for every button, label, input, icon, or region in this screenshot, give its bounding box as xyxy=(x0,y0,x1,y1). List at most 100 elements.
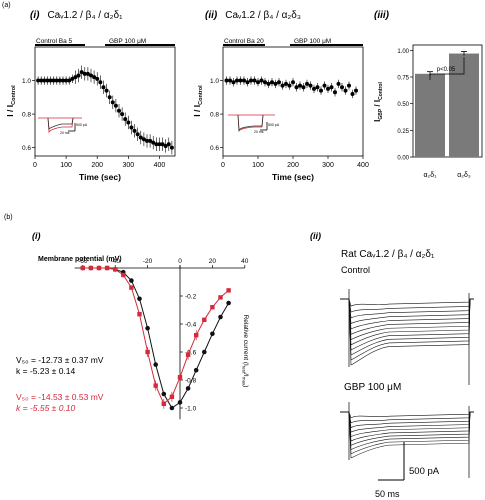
b1-point-red xyxy=(218,295,223,300)
a3-significance-label: p<0.05 xyxy=(437,67,456,73)
a2-data-point xyxy=(298,83,302,88)
a1-y-tick-label: 0.6 xyxy=(22,145,31,152)
time-course-plot-a2: Control Ba 20 GBP 100 μM 0 100 200 300 400 0.… xyxy=(192,38,369,182)
a3-y-tick-label: 1.00 xyxy=(397,49,409,55)
a1-y-axis-label: I / IControl xyxy=(5,85,17,117)
a1-data-point xyxy=(48,78,53,83)
a1-data-point xyxy=(138,135,143,140)
a2-plot-frame xyxy=(222,46,364,157)
a1-data-point xyxy=(57,78,62,83)
current-traces-panel: (ii) Rat Caᵥ1.2 / β₄ / α₂δ₁ Control GBP … xyxy=(310,231,474,499)
b1-x-tick-label: -20 xyxy=(143,258,153,265)
b1-y-tick-label: -1.0 xyxy=(185,406,197,413)
a1-data-point xyxy=(160,142,165,147)
black-v50: V₅₀ = -12.73 ± 0.37 mV xyxy=(16,355,104,365)
panel-b-ii-tag: (ii) xyxy=(310,231,321,241)
a1-data-point xyxy=(126,120,131,125)
a2-data-point xyxy=(312,86,316,91)
b1-point-red xyxy=(194,333,199,338)
a1-data-point xyxy=(113,103,118,108)
iv-curve-plot: (b) (i) Membrane potential (mV) -60 -40 -2… xyxy=(4,214,249,420)
a2-data-point xyxy=(340,85,344,90)
panel-a-i-title-text: Caᵥ1.2 / β₄ / α₂δ₁ xyxy=(47,10,123,21)
b2-gbp-trace xyxy=(340,411,474,433)
a1-x-tick-label: 100 xyxy=(60,162,72,169)
black-k: k = -5.23 ± 0.14 xyxy=(16,366,76,376)
a3-significance-bracket xyxy=(429,57,465,80)
a1-x-tick-label: 0 xyxy=(33,162,37,169)
a2-data-point xyxy=(322,83,327,88)
b1-point-black xyxy=(210,331,215,337)
a2-data-point xyxy=(329,85,334,90)
svg-text:I / IControl: I / IControl xyxy=(192,85,204,117)
a2-x-tick-label: 400 xyxy=(357,162,369,169)
a1-data-point xyxy=(92,75,97,80)
a2-data-point xyxy=(273,81,278,86)
a2-inset-trace: 500 pA 20 ms xyxy=(228,114,280,134)
b2-gbp-trace xyxy=(340,411,474,424)
a2-x-tick-label: 100 xyxy=(252,162,264,169)
a2-data-point xyxy=(333,90,337,95)
a2-data-point xyxy=(270,80,274,85)
a1-data-point xyxy=(135,132,140,137)
a2-data-point xyxy=(263,80,267,85)
gbp-ratio-bar-chart: 0.00 0.25 0.50 0.75 1.00 p<0.05 α₂δ₁ α₂δ₃ IG… xyxy=(373,44,483,179)
b1-point-black xyxy=(202,349,207,355)
b1-y-tick-label: -0.4 xyxy=(185,322,197,329)
a1-y-tick-label: 0.8 xyxy=(22,112,31,119)
b2-control-trace xyxy=(340,298,474,330)
b1-point-black xyxy=(169,405,175,411)
a1-inset-scale-current: 500 pA xyxy=(76,123,88,127)
a2-data-point xyxy=(277,80,281,85)
a1-x-axis-label: Time (sec) xyxy=(79,172,121,182)
b2-control-label: Control xyxy=(341,265,370,275)
a2-data-point xyxy=(245,80,250,85)
a2-data-point xyxy=(315,85,320,90)
a2-x-tick-label: 0 xyxy=(221,162,225,169)
b2-control-trace xyxy=(340,298,474,313)
b1-x-tick-label: -60 xyxy=(78,258,88,265)
b2-gbp-trace xyxy=(340,411,474,459)
a2-data-point xyxy=(242,78,246,83)
b1-point-black xyxy=(137,296,142,302)
panel-a-i-title: (i) Caᵥ1.2 / β₄ / α₂δ₁ xyxy=(30,10,122,21)
a1-data-point xyxy=(117,108,121,113)
b1-point-black xyxy=(177,400,183,405)
b1-point-red xyxy=(96,265,102,271)
a2-data-point xyxy=(228,78,232,83)
a2-data-point xyxy=(301,85,306,90)
a1-data-point xyxy=(73,75,78,80)
a1-inset-trace: 500 pA 20 ms xyxy=(38,117,88,135)
a2-data-point xyxy=(343,88,348,93)
a1-data-point xyxy=(67,78,72,83)
b1-point-red xyxy=(137,312,142,317)
a2-data-point xyxy=(249,78,253,83)
b1-y-tick-label: -0.2 xyxy=(185,294,197,301)
b1-point-black xyxy=(153,362,158,367)
b2-gbp-label: GBP 100 μM xyxy=(344,382,401,393)
b1-point-red xyxy=(169,394,175,399)
a1-data-point xyxy=(166,142,171,147)
a1-data-point xyxy=(151,140,156,145)
a1-y-tick-label: 1.0 xyxy=(22,78,31,85)
a1-data-point xyxy=(89,73,93,78)
red-fit-params: V₅₀ = -14.53 ± 0.53 mV k = -5.55 ± 0.10 xyxy=(16,392,103,414)
a2-inset-scale-current: 500 pA xyxy=(268,123,280,127)
b1-point-black xyxy=(129,278,134,283)
b2-control-trace xyxy=(340,298,474,341)
b2-control-trace xyxy=(340,298,474,366)
a1-data-point xyxy=(107,95,112,100)
a2-gbp-bar-label: GBP 100 μM xyxy=(294,38,331,45)
b1-x-tick-label: 20 xyxy=(209,258,217,265)
a1-data-point xyxy=(45,78,50,83)
b1-x-tick-label: 0 xyxy=(178,258,182,265)
b2-title: Rat Caᵥ1.2 / β₄ / α₂δ₁ xyxy=(341,249,435,260)
a2-x-axis-label: Time (sec) xyxy=(272,172,314,182)
a2-data-point xyxy=(256,80,260,85)
a1-data-point xyxy=(110,100,115,105)
a1-data-point xyxy=(54,78,59,83)
a1-data-point xyxy=(157,142,162,147)
a1-data-point xyxy=(132,128,137,133)
a1-data-point xyxy=(39,78,44,83)
a2-data-point xyxy=(287,83,292,88)
